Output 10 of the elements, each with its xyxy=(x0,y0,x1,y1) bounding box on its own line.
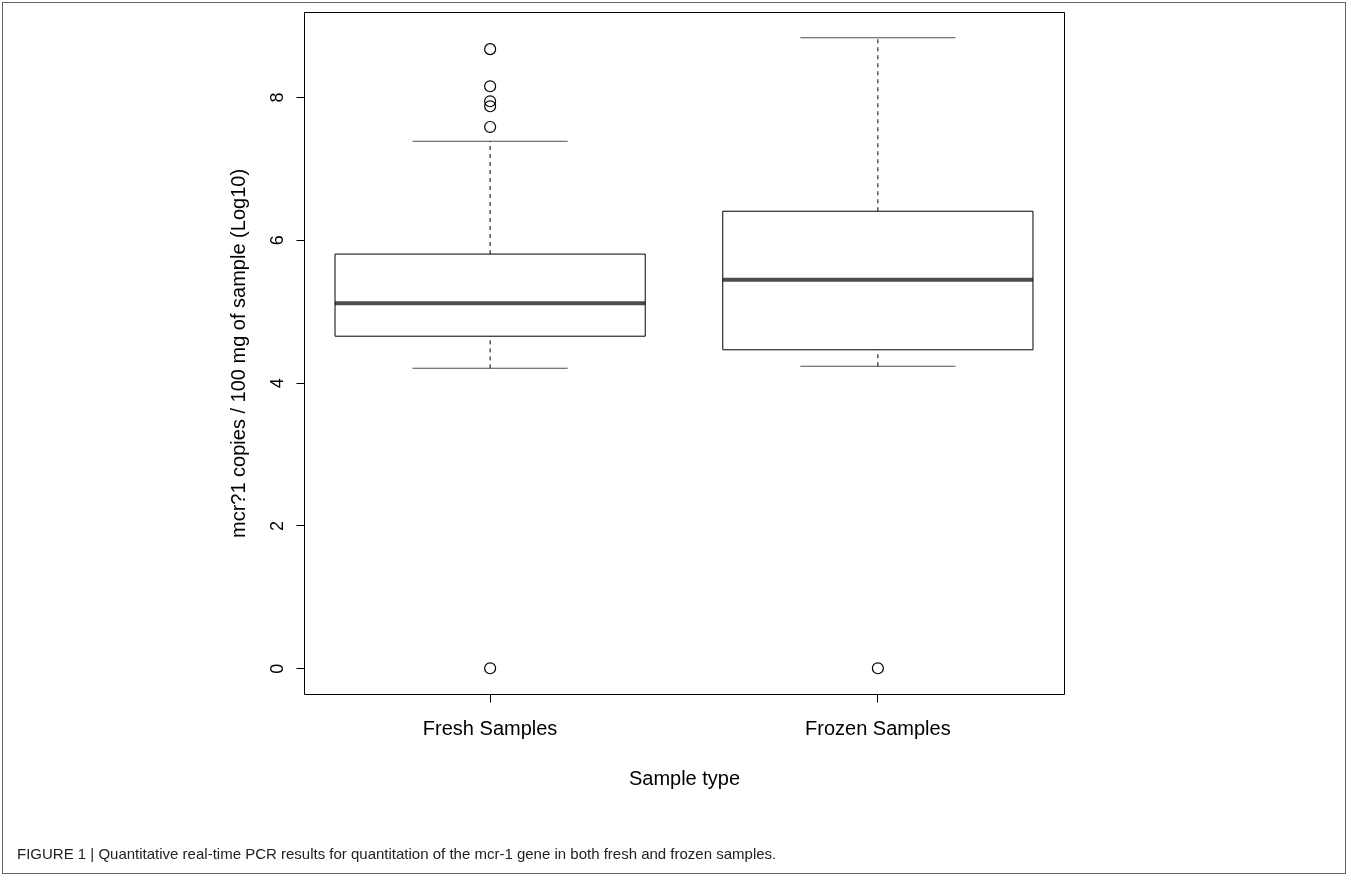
y-tick-label: 4 xyxy=(266,378,287,389)
caption: FIGURE 1 | Quantitative real-time PCR results for quantitation of the mcr-1 gene in both fresh and frozen samples. xyxy=(17,845,777,862)
y-tick-label: 6 xyxy=(266,235,287,246)
x-axis-title: Sample type xyxy=(628,766,741,789)
x-tick-label: Fresh Samples xyxy=(422,716,558,739)
y-axis-title: mcr?1 copies / 100 mg of sample (Log10) xyxy=(226,168,249,539)
y-tick-label: 2 xyxy=(266,520,287,531)
x-tick-label: Frozen Samples xyxy=(805,716,951,739)
y-tick-label: 0 xyxy=(266,663,287,674)
y-tick-label: 8 xyxy=(266,92,287,103)
